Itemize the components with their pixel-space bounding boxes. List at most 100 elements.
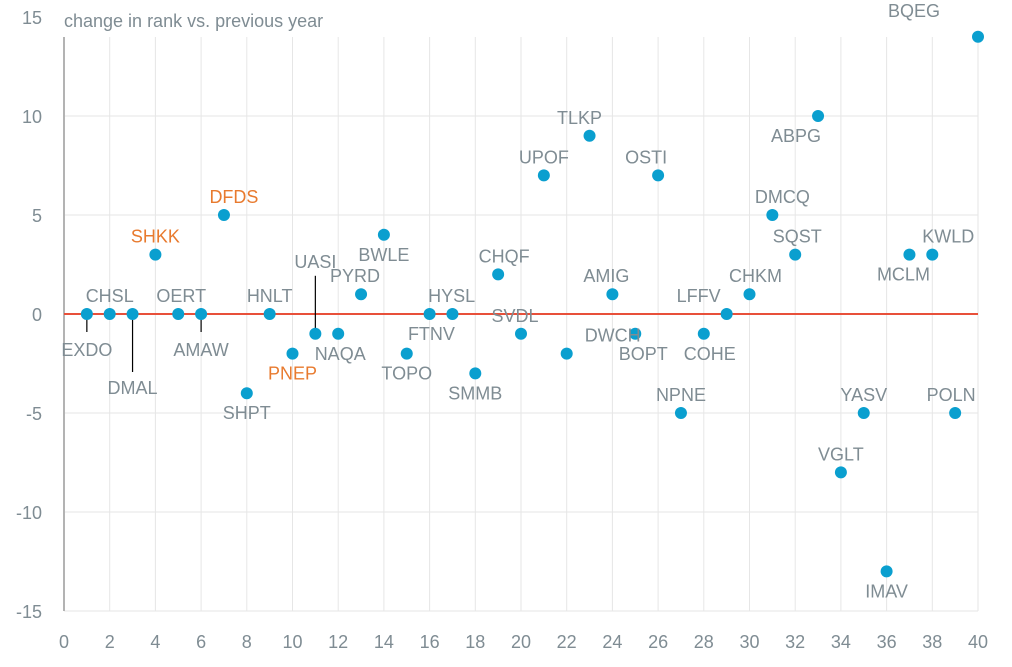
y-tick-label: -5 bbox=[26, 404, 42, 424]
data-point-vglt bbox=[834, 466, 847, 479]
point-label-tlkp: TLKP bbox=[557, 108, 602, 128]
y-tick-label: 0 bbox=[32, 305, 42, 325]
data-point-hnlt bbox=[263, 308, 276, 320]
x-tick-label: 24 bbox=[602, 632, 622, 652]
x-tick-label: 0 bbox=[59, 632, 69, 652]
point-label-bqeg: BQEG bbox=[888, 1, 940, 21]
point-label-dfds: DFDS bbox=[209, 187, 258, 207]
data-point-pnep bbox=[286, 347, 299, 360]
x-tick-label: 30 bbox=[739, 632, 759, 652]
data-point-chqf bbox=[492, 268, 505, 281]
point-label-abpg: ABPG bbox=[771, 126, 821, 146]
point-label-amig: AMIG bbox=[583, 266, 629, 286]
point-label-kwld: KWLD bbox=[922, 227, 974, 247]
point-label-ftnv: FTNV bbox=[408, 324, 455, 344]
data-point-bopt bbox=[629, 327, 642, 340]
point-label-bopt: BOPT bbox=[619, 344, 668, 364]
data-point-yasv bbox=[857, 407, 870, 419]
y-tick-label: 5 bbox=[32, 206, 42, 226]
point-label-dwch: DWCH bbox=[585, 326, 641, 346]
data-point-cohe bbox=[697, 327, 710, 340]
point-label-chqf: CHQF bbox=[479, 246, 530, 266]
x-tick-label: 18 bbox=[465, 632, 485, 652]
point-label-exdo: EXDO bbox=[61, 340, 112, 360]
data-point-lffv bbox=[720, 308, 733, 320]
x-tick-label: 26 bbox=[648, 632, 668, 652]
point-label-hnlt: HNLT bbox=[247, 286, 293, 306]
data-point-topo bbox=[400, 347, 413, 360]
point-label-lffv: LFFV bbox=[677, 286, 721, 306]
x-tick-label: 12 bbox=[328, 632, 348, 652]
data-point-bwle bbox=[377, 228, 390, 241]
x-tick-label: 6 bbox=[196, 632, 206, 652]
point-label-sqst: SQST bbox=[773, 227, 822, 247]
point-labels: EXDO CHSL DMAL SHKK OERT AMAW DFDS SHPT HNLT PNEP… bbox=[61, 1, 975, 602]
x-tick-label: 36 bbox=[877, 632, 897, 652]
data-point-dwch bbox=[560, 347, 573, 360]
point-label-yasv: YASV bbox=[840, 385, 887, 405]
x-tick-label: 10 bbox=[282, 632, 302, 652]
point-label-dmcq: DMCQ bbox=[755, 187, 810, 207]
point-label-chkm: CHKM bbox=[729, 266, 782, 286]
data-point-osti bbox=[652, 169, 665, 182]
x-tick-label: 34 bbox=[831, 632, 851, 652]
point-label-poln: POLN bbox=[927, 385, 976, 405]
point-label-upof: UPOF bbox=[519, 147, 569, 167]
point-label-osti: OSTI bbox=[625, 147, 667, 167]
point-label-shpt: SHPT bbox=[223, 403, 271, 423]
data-point-bqeg bbox=[972, 30, 984, 43]
point-label-smmb: SMMB bbox=[448, 383, 502, 403]
point-label-vglt: VGLT bbox=[818, 444, 864, 464]
x-tick-label: 2 bbox=[105, 632, 115, 652]
data-point-naqa bbox=[332, 327, 345, 340]
y-tick-label: 10 bbox=[22, 107, 42, 127]
data-point-pyrd bbox=[355, 288, 368, 301]
point-label-npne: NPNE bbox=[656, 385, 706, 405]
point-label-shkk: SHKK bbox=[131, 227, 180, 247]
point-label-oert: OERT bbox=[156, 286, 206, 306]
y-tick-label: -10 bbox=[16, 503, 42, 523]
data-point-dmcq bbox=[766, 209, 779, 221]
x-tick-label: 40 bbox=[968, 632, 988, 652]
data-point-dfds bbox=[217, 209, 230, 221]
y-tick-label: 15 bbox=[22, 8, 42, 28]
point-label-dmal: DMAL bbox=[108, 378, 158, 398]
point-label-bwle: BWLE bbox=[358, 245, 409, 265]
y-axis-title-background bbox=[58, 2, 378, 32]
data-point-mclm bbox=[903, 248, 916, 261]
point-label-pyrd: PYRD bbox=[330, 266, 380, 286]
data-point-npne bbox=[674, 407, 687, 419]
data-point-amig bbox=[606, 288, 619, 301]
data-point-svdl bbox=[515, 327, 527, 340]
data-point-chsl bbox=[103, 308, 116, 320]
y-tick-label: -15 bbox=[16, 602, 42, 622]
x-tick-label: 28 bbox=[694, 632, 714, 652]
x-tick-label: 4 bbox=[150, 632, 160, 652]
data-point-tlkp bbox=[583, 129, 596, 142]
point-label-amaw: AMAW bbox=[173, 340, 228, 360]
data-point-imav bbox=[880, 565, 893, 578]
axes: 0 2 4 6 8 10 12 14 16 18 20 22 24 26 28 30 32 34 36 38 40151… bbox=[16, 8, 988, 652]
x-tick-label: 20 bbox=[511, 632, 531, 652]
point-label-uasi: UASI bbox=[294, 252, 336, 272]
point-label-mclm: MCLM bbox=[877, 265, 930, 285]
x-tick-label: 22 bbox=[557, 632, 577, 652]
data-point-poln bbox=[949, 407, 962, 419]
x-tick-label: 16 bbox=[420, 632, 440, 652]
x-tick-label: 14 bbox=[374, 632, 394, 652]
data-point-sqst bbox=[789, 248, 802, 261]
data-point-abpg bbox=[812, 110, 825, 122]
data-point-oert bbox=[172, 308, 185, 320]
data-point-ftnv bbox=[446, 308, 459, 320]
point-label-hysl: HYSL bbox=[428, 286, 475, 306]
point-label-chsl: CHSL bbox=[86, 286, 134, 306]
y-axis-title: change in rank vs. previous year bbox=[64, 11, 323, 31]
data-point-dmal bbox=[126, 308, 139, 320]
point-label-cohe: COHE bbox=[684, 344, 736, 364]
point-label-imav: IMAV bbox=[865, 581, 908, 601]
x-tick-label: 8 bbox=[242, 632, 252, 652]
data-point-exdo bbox=[80, 308, 93, 320]
data-point-uasi bbox=[309, 327, 322, 340]
point-label-topo: TOPO bbox=[381, 364, 432, 384]
